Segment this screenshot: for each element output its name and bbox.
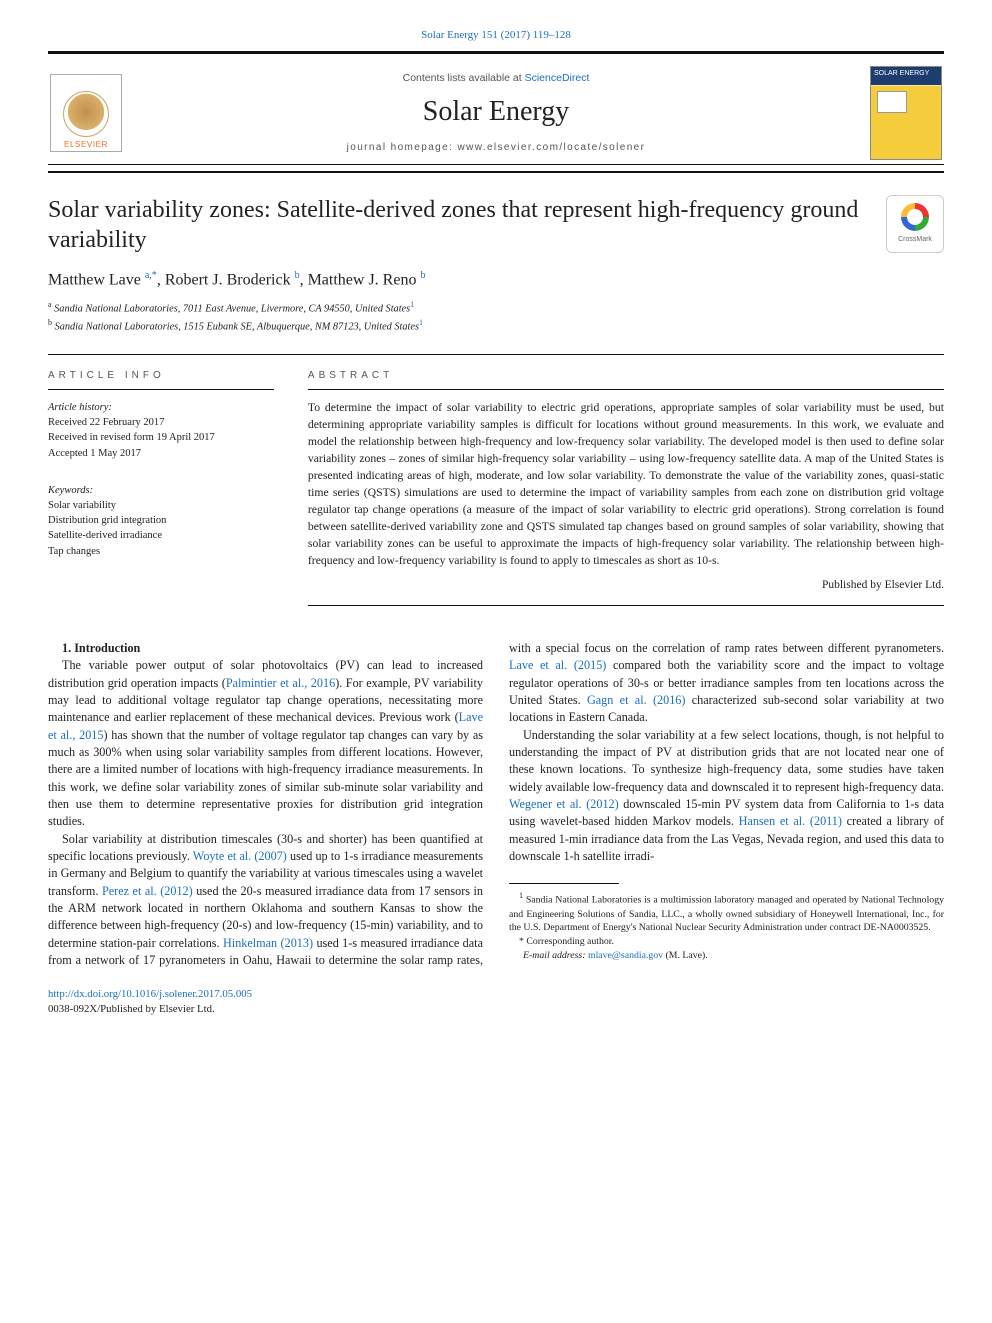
journal-name: Solar Energy [136,93,856,131]
crossmark-badge[interactable]: CrossMark [886,195,944,253]
sciencedirect-link[interactable]: ScienceDirect [525,72,590,84]
abstract-bottom-rule [308,605,944,606]
journal-cover-thumb[interactable]: SOLAR ENERGY [870,66,942,160]
body-paragraph: Understanding the solar variability at a… [509,727,944,866]
article-info-label: ARTICLE INFO [48,369,274,390]
cover-mini-icon [877,91,907,113]
contents-prefix: Contents lists available at [403,72,525,84]
rule-bot-outer [48,171,944,173]
cite-link[interactable]: Woyte et al. (2007) [193,849,287,863]
published-by: Published by Elsevier Ltd. [308,578,944,594]
info-abstract-row: ARTICLE INFO Article history: Received 2… [48,354,944,606]
cover-title: SOLAR ENERGY [871,67,941,85]
cite-link[interactable]: Wegener et al. (2012) [509,797,619,811]
footnote-email: E-mail address: mlave@sandia.gov (M. Lav… [509,949,944,963]
accepted-date: Accepted 1 May 2017 [48,446,274,461]
section-heading: 1. Introduction [48,640,483,657]
keyword: Distribution grid integration [48,513,274,528]
email-link[interactable]: mlave@sandia.gov [588,950,663,961]
homepage-url[interactable]: www.elsevier.com/locate/solener [457,142,645,153]
cite-link[interactable]: Gagn et al. (2016) [587,693,685,707]
keywords-head: Keywords: [48,483,274,498]
affiliations: a Sandia National Laboratories, 7011 Eas… [48,299,944,335]
body-paragraph: The variable power output of solar photo… [48,657,483,830]
keyword: Tap changes [48,544,274,559]
footer: http://dx.doi.org/10.1016/j.solener.2017… [48,987,944,1017]
masthead: ELSEVIER Contents lists available at Sci… [48,60,944,164]
body-columns: 1. Introduction The variable power outpu… [48,640,944,969]
affil-footnote-ref: 1 [419,318,423,327]
received-date: Received 22 February 2017 [48,415,274,430]
cite-link[interactable]: Hinkelman (2013) [223,936,313,950]
authors: Matthew Lave a,*, Robert J. Broderick b,… [48,269,944,291]
cite-link[interactable]: Hansen et al. (2011) [739,814,842,828]
elsevier-tree-icon [63,91,109,137]
footnote-rule [509,883,619,884]
footnote: 1 Sandia National Laboratories is a mult… [509,890,944,935]
cite-link[interactable]: Palmintier et al., 2016 [226,676,335,690]
article-info-col: ARTICLE INFO Article history: Received 2… [48,355,290,606]
doi-link[interactable]: http://dx.doi.org/10.1016/j.solener.2017… [48,988,252,1000]
article-title: Solar variability zones: Satellite-deriv… [48,195,866,255]
elsevier-logo[interactable]: ELSEVIER [50,74,122,152]
homepage-prefix: journal homepage: [347,142,458,153]
elsevier-wordmark: ELSEVIER [64,140,108,151]
contents-line: Contents lists available at ScienceDirec… [136,71,856,85]
footnote-block: 1 Sandia National Laboratories is a mult… [509,883,944,963]
masthead-center: Contents lists available at ScienceDirec… [136,71,856,154]
cite-link[interactable]: Perez et al. (2012) [102,884,193,898]
history-head: Article history: [48,400,274,415]
keyword: Satellite-derived irradiance [48,528,274,543]
rule-top-inner [48,53,944,54]
top-citation: Solar Energy 151 (2017) 119–128 [48,28,944,43]
affil-b: Sandia National Laboratories, 1515 Euban… [55,321,419,332]
footnote-corresponding: * Corresponding author. [509,935,944,949]
abstract-label: ABSTRACT [308,369,944,390]
affil-a: Sandia National Laboratories, 7011 East … [54,303,410,314]
homepage-line: journal homepage: www.elsevier.com/locat… [136,141,856,155]
abstract-col: ABSTRACT To determine the impact of sola… [290,355,944,606]
affil-footnote-ref: 1 [410,300,414,309]
crossmark-icon [901,203,929,231]
issn-line: 0038-092X/Published by Elsevier Ltd. [48,1002,944,1017]
keyword: Solar variability [48,498,274,513]
crossmark-label: CrossMark [898,235,932,244]
revised-date: Received in revised form 19 April 2017 [48,430,274,445]
abstract-text: To determine the impact of solar variabi… [308,400,944,570]
rule-bot-inner [48,164,944,165]
citation-link[interactable]: Solar Energy 151 (2017) 119–128 [421,29,571,41]
cite-link[interactable]: Lave et al. (2015) [509,658,606,672]
